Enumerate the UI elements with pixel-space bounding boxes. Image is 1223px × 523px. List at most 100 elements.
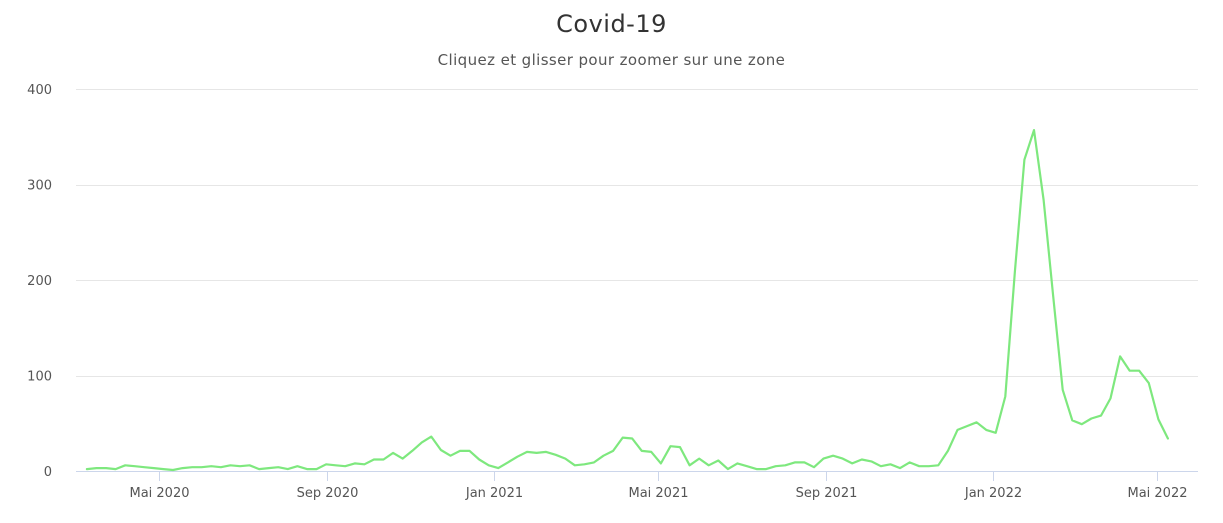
data-point[interactable] bbox=[400, 456, 406, 462]
data-point[interactable] bbox=[610, 448, 616, 454]
data-point[interactable] bbox=[1060, 387, 1066, 393]
data-point[interactable] bbox=[419, 439, 425, 445]
data-point[interactable] bbox=[945, 448, 951, 454]
data-point[interactable] bbox=[543, 449, 549, 455]
data-point[interactable] bbox=[390, 450, 396, 456]
data-point[interactable] bbox=[113, 466, 119, 472]
data-point[interactable] bbox=[1041, 197, 1047, 203]
data-point[interactable] bbox=[199, 464, 205, 470]
data-point[interactable] bbox=[955, 427, 961, 433]
data-point[interactable] bbox=[734, 460, 740, 466]
data-point[interactable] bbox=[180, 465, 186, 471]
data-point[interactable] bbox=[907, 459, 913, 465]
data-point[interactable] bbox=[323, 461, 329, 467]
data-point[interactable] bbox=[247, 462, 253, 468]
data-point[interactable] bbox=[457, 448, 463, 454]
data-point[interactable] bbox=[830, 453, 836, 459]
data-point[interactable] bbox=[208, 463, 214, 469]
data-point[interactable] bbox=[132, 463, 138, 469]
data-point[interactable] bbox=[878, 463, 884, 469]
data-point[interactable] bbox=[677, 444, 683, 450]
data-point[interactable] bbox=[1021, 157, 1027, 163]
data-point[interactable] bbox=[122, 462, 128, 468]
data-point[interactable] bbox=[227, 462, 233, 468]
data-point[interactable] bbox=[916, 463, 922, 469]
data-point[interactable] bbox=[821, 456, 827, 462]
data-point[interactable] bbox=[620, 435, 626, 441]
data-point[interactable] bbox=[1146, 380, 1152, 386]
data-point[interactable] bbox=[591, 459, 597, 465]
data-point[interactable] bbox=[629, 436, 635, 442]
data-point[interactable] bbox=[237, 463, 243, 469]
data-point[interactable] bbox=[974, 419, 980, 425]
data-point[interactable] bbox=[668, 443, 674, 449]
data-point[interactable] bbox=[314, 466, 320, 472]
data-point[interactable] bbox=[926, 463, 932, 469]
data-point[interactable] bbox=[1165, 436, 1171, 442]
data-point[interactable] bbox=[1012, 268, 1018, 274]
data-point[interactable] bbox=[792, 459, 798, 465]
data-point[interactable] bbox=[256, 466, 262, 472]
data-point[interactable] bbox=[285, 466, 291, 472]
series-line[interactable] bbox=[85, 129, 1169, 472]
data-point[interactable] bbox=[428, 434, 434, 440]
data-point[interactable] bbox=[1079, 421, 1085, 427]
data-point[interactable] bbox=[859, 457, 865, 463]
data-point[interactable] bbox=[448, 453, 454, 459]
data-point[interactable] bbox=[639, 448, 645, 454]
data-point[interactable] bbox=[342, 463, 348, 469]
data-point[interactable] bbox=[658, 460, 664, 466]
data-point[interactable] bbox=[381, 457, 387, 463]
data-point[interactable] bbox=[993, 430, 999, 436]
data-point[interactable] bbox=[1031, 127, 1037, 133]
data-point[interactable] bbox=[151, 465, 157, 471]
data-point[interactable] bbox=[935, 462, 941, 468]
data-point[interactable] bbox=[801, 459, 807, 465]
data-point[interactable] bbox=[725, 466, 731, 472]
data-point[interactable] bbox=[1155, 416, 1161, 422]
data-point[interactable] bbox=[1050, 292, 1056, 298]
data-point[interactable] bbox=[1002, 394, 1008, 400]
data-point[interactable] bbox=[486, 462, 492, 468]
data-point[interactable] bbox=[553, 452, 559, 458]
data-point[interactable] bbox=[467, 448, 473, 454]
data-point[interactable] bbox=[581, 461, 587, 467]
data-point[interactable] bbox=[782, 462, 788, 468]
data-point[interactable] bbox=[103, 465, 109, 471]
data-point[interactable] bbox=[266, 465, 272, 471]
data-point[interactable] bbox=[361, 461, 367, 467]
data-point[interactable] bbox=[1069, 417, 1075, 423]
data-point[interactable] bbox=[648, 449, 654, 455]
data-point[interactable] bbox=[352, 460, 358, 466]
data-point[interactable] bbox=[754, 466, 760, 472]
data-point[interactable] bbox=[218, 464, 224, 470]
data-point[interactable] bbox=[438, 447, 444, 453]
data-point[interactable] bbox=[1098, 413, 1104, 419]
data-point[interactable] bbox=[495, 465, 501, 471]
data-point[interactable] bbox=[189, 464, 195, 470]
data-point[interactable] bbox=[333, 462, 339, 468]
data-point[interactable] bbox=[763, 466, 769, 472]
data-point[interactable] bbox=[888, 461, 894, 467]
data-point[interactable] bbox=[868, 458, 874, 464]
data-point[interactable] bbox=[849, 460, 855, 466]
data-point[interactable] bbox=[1136, 368, 1142, 374]
data-point[interactable] bbox=[840, 456, 846, 462]
data-point[interactable] bbox=[897, 465, 903, 471]
data-point[interactable] bbox=[304, 466, 310, 472]
data-point[interactable] bbox=[696, 456, 702, 462]
data-point[interactable] bbox=[1127, 368, 1133, 374]
data-point[interactable] bbox=[141, 464, 147, 470]
data-point[interactable] bbox=[524, 449, 530, 455]
data-point[interactable] bbox=[409, 448, 415, 454]
data-point[interactable] bbox=[1088, 416, 1094, 422]
data-point[interactable] bbox=[1117, 353, 1123, 359]
data-point[interactable] bbox=[371, 457, 377, 463]
data-point[interactable] bbox=[476, 457, 482, 463]
data-point[interactable] bbox=[505, 459, 511, 465]
data-point[interactable] bbox=[773, 463, 779, 469]
data-point[interactable] bbox=[744, 463, 750, 469]
data-point[interactable] bbox=[94, 465, 100, 471]
data-point[interactable] bbox=[1108, 395, 1114, 401]
data-point[interactable] bbox=[161, 466, 167, 472]
